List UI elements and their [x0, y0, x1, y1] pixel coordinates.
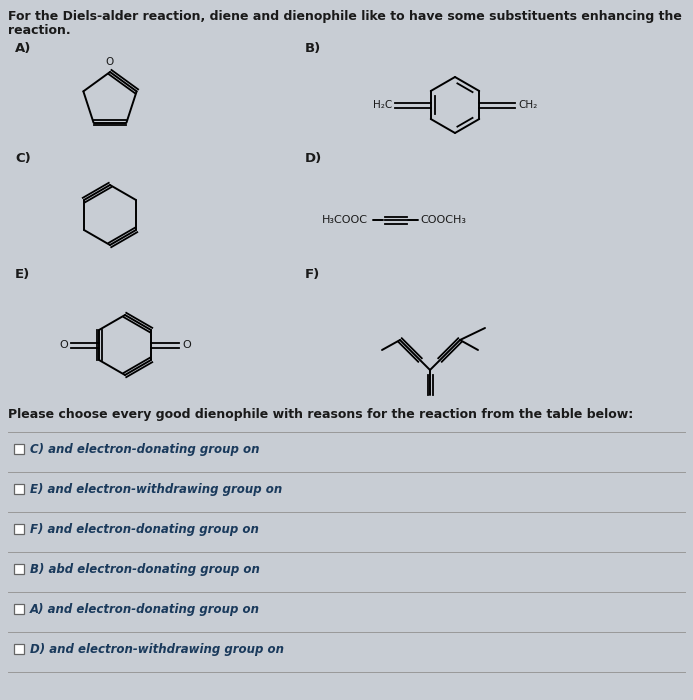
- Text: O: O: [60, 340, 68, 350]
- Text: H₂C: H₂C: [373, 100, 392, 110]
- Text: C): C): [15, 152, 30, 165]
- Text: CH₂: CH₂: [518, 100, 538, 110]
- Bar: [14, 604, 24, 614]
- Text: D): D): [305, 152, 322, 165]
- Text: E): E): [15, 268, 30, 281]
- Text: C) and electron-donating group on: C) and electron-donating group on: [30, 442, 259, 456]
- Text: O: O: [182, 340, 191, 350]
- Text: Please choose every good dienophile with reasons for the reaction from the table: Please choose every good dienophile with…: [8, 408, 633, 421]
- Bar: [14, 644, 24, 654]
- Text: F): F): [305, 268, 320, 281]
- Text: A): A): [15, 42, 31, 55]
- Text: F) and electron-donating group on: F) and electron-donating group on: [30, 522, 259, 536]
- Text: D) and electron-withdrawing group on: D) and electron-withdrawing group on: [30, 643, 284, 655]
- Bar: [14, 444, 24, 454]
- Bar: [14, 484, 24, 494]
- Text: E) and electron-withdrawing group on: E) and electron-withdrawing group on: [30, 482, 282, 496]
- Text: reaction.: reaction.: [8, 24, 71, 37]
- Text: O: O: [106, 57, 114, 67]
- Text: COOCH₃: COOCH₃: [420, 215, 466, 225]
- Bar: [14, 564, 24, 574]
- Text: For the Diels-alder reaction, diene and dienophile like to have some substituent: For the Diels-alder reaction, diene and …: [8, 10, 682, 23]
- Bar: [14, 524, 24, 534]
- Text: A) and electron-donating group on: A) and electron-donating group on: [30, 603, 260, 615]
- Text: B): B): [305, 42, 322, 55]
- Text: B) abd electron-donating group on: B) abd electron-donating group on: [30, 563, 260, 575]
- Text: H₃COOC: H₃COOC: [322, 215, 368, 225]
